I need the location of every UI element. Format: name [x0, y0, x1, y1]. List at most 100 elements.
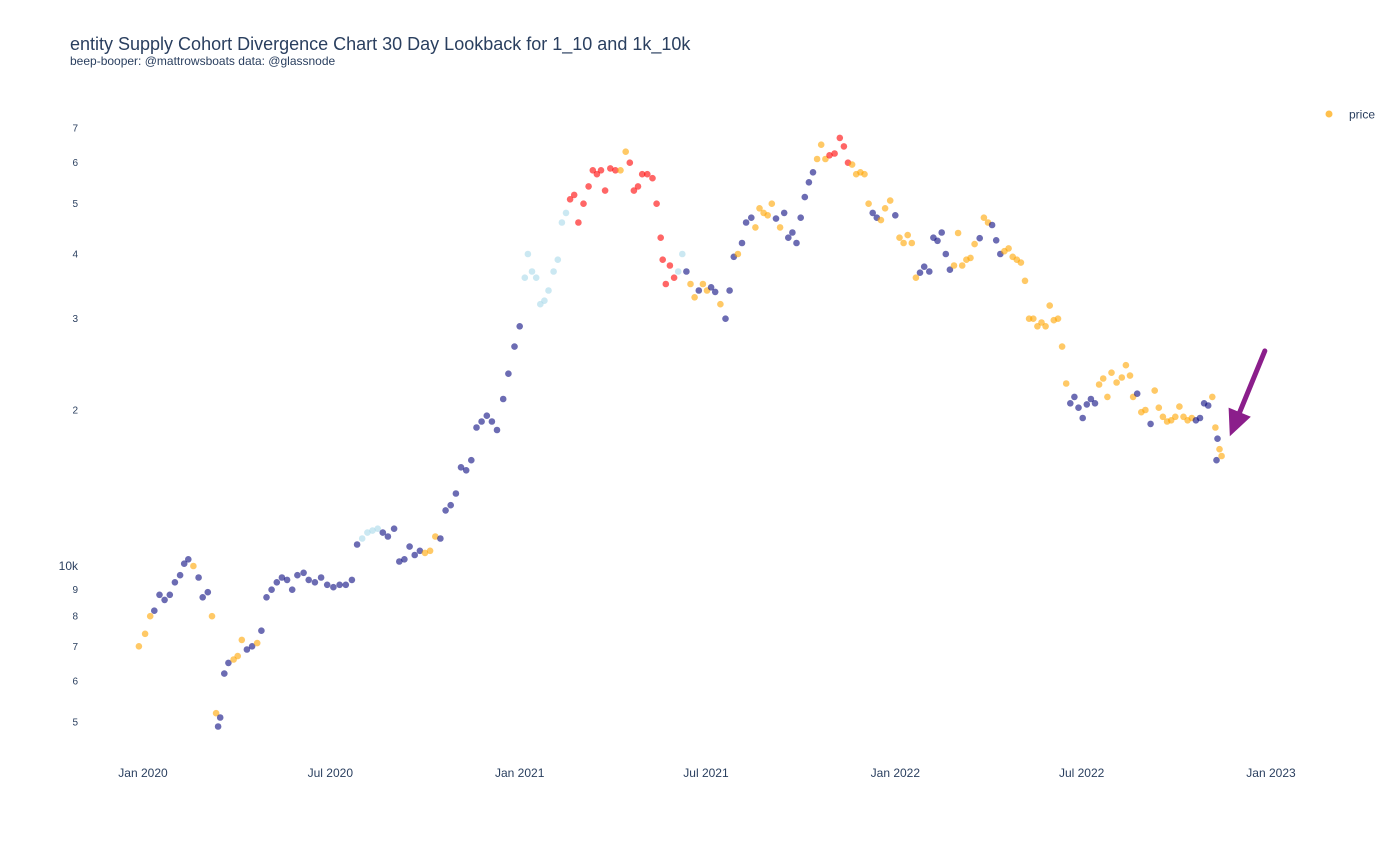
data-point: [212, 709, 220, 717]
arrow-head: [1228, 407, 1251, 437]
data-point: [468, 456, 475, 464]
data-point: [462, 467, 470, 474]
data-point: [416, 547, 424, 555]
data-point: [1118, 374, 1126, 381]
data-point: [776, 224, 784, 231]
data-point: [1214, 435, 1221, 443]
data-point: [826, 152, 833, 159]
data-point: [589, 167, 597, 174]
data-point: [317, 574, 325, 581]
data-point: [734, 250, 742, 258]
data-point: [900, 239, 907, 247]
data-point: [411, 551, 419, 559]
data-point: [1058, 343, 1066, 350]
data-point: [638, 170, 646, 178]
data-point: [190, 562, 197, 570]
data-point: [1042, 323, 1049, 330]
data-point: [1071, 393, 1078, 401]
data-point: [330, 583, 337, 591]
y-tick-label: 10k: [59, 559, 79, 573]
data-point: [336, 581, 343, 589]
data-point: [958, 262, 966, 269]
data-point: [447, 501, 455, 509]
data-point: [1147, 420, 1154, 428]
data-point: [204, 588, 212, 596]
data-point: [374, 525, 382, 532]
data-point: [886, 197, 894, 204]
data-point: [135, 643, 143, 650]
data-point: [185, 556, 192, 563]
data-point: [772, 215, 780, 222]
data-point: [305, 576, 313, 584]
data-point: [234, 652, 241, 660]
data-point: [695, 287, 703, 294]
data-point: [726, 287, 733, 294]
data-point: [585, 183, 592, 190]
data-point: [877, 216, 885, 224]
data-point: [836, 134, 844, 142]
data-point: [971, 240, 978, 248]
data-point: [1151, 387, 1158, 394]
data-point: [674, 268, 682, 275]
data-point: [785, 234, 792, 241]
data-point: [541, 297, 548, 305]
data-point: [401, 556, 408, 563]
data-point: [1067, 400, 1074, 407]
data-point: [225, 659, 232, 667]
data-point: [1099, 375, 1107, 382]
data-point: [358, 535, 366, 542]
data-point: [612, 167, 619, 174]
data-point: [478, 418, 485, 425]
data-point: [954, 229, 962, 237]
data-point: [597, 167, 605, 174]
data-point: [607, 165, 614, 172]
data-point: [457, 464, 465, 471]
data-point: [1062, 380, 1070, 387]
data-point: [926, 268, 933, 275]
data-point: [934, 237, 941, 245]
data-point: [166, 591, 174, 599]
data-point: [532, 274, 540, 282]
data-point: [238, 636, 246, 644]
data-point: [707, 284, 715, 291]
data-point: [1113, 379, 1120, 386]
data-point: [1155, 404, 1163, 412]
data-point: [1213, 456, 1220, 464]
data-point: [1133, 390, 1141, 398]
data-point: [348, 576, 356, 584]
x-tick-label: Jul 2021: [683, 766, 729, 780]
data-point: [243, 646, 251, 653]
data-point: [869, 209, 876, 217]
data-point: [283, 576, 291, 584]
data-point: [601, 187, 609, 194]
data-point: [248, 643, 256, 650]
data-point: [208, 612, 216, 620]
data-point: [967, 254, 974, 262]
data-point: [300, 569, 307, 577]
data-point: [268, 586, 275, 593]
data-point: [379, 529, 387, 536]
data-point: [566, 196, 574, 203]
data-point: [1104, 393, 1111, 401]
data-point: [840, 143, 848, 150]
data-point: [550, 268, 557, 275]
legend-marker-price: [1325, 110, 1333, 118]
x-tick-label: Jul 2020: [308, 766, 354, 780]
data-point: [384, 533, 392, 540]
legend[interactable]: price: [1325, 108, 1376, 122]
data-point: [1083, 401, 1091, 408]
data-point: [278, 574, 286, 581]
data-point: [634, 183, 642, 190]
x-tick-label: Jul 2022: [1059, 766, 1105, 780]
data-point: [1196, 414, 1204, 422]
data-point: [992, 237, 1000, 244]
data-point: [630, 187, 638, 194]
data-point: [711, 288, 719, 296]
data-point: [644, 170, 651, 178]
data-point: [1091, 400, 1099, 407]
chart-subtitle: beep-booper: @mattrowsboats data: @glass…: [70, 54, 336, 68]
data-point: [161, 596, 168, 604]
x-tick-label: Jan 2023: [1246, 766, 1296, 780]
data-point: [521, 274, 529, 282]
